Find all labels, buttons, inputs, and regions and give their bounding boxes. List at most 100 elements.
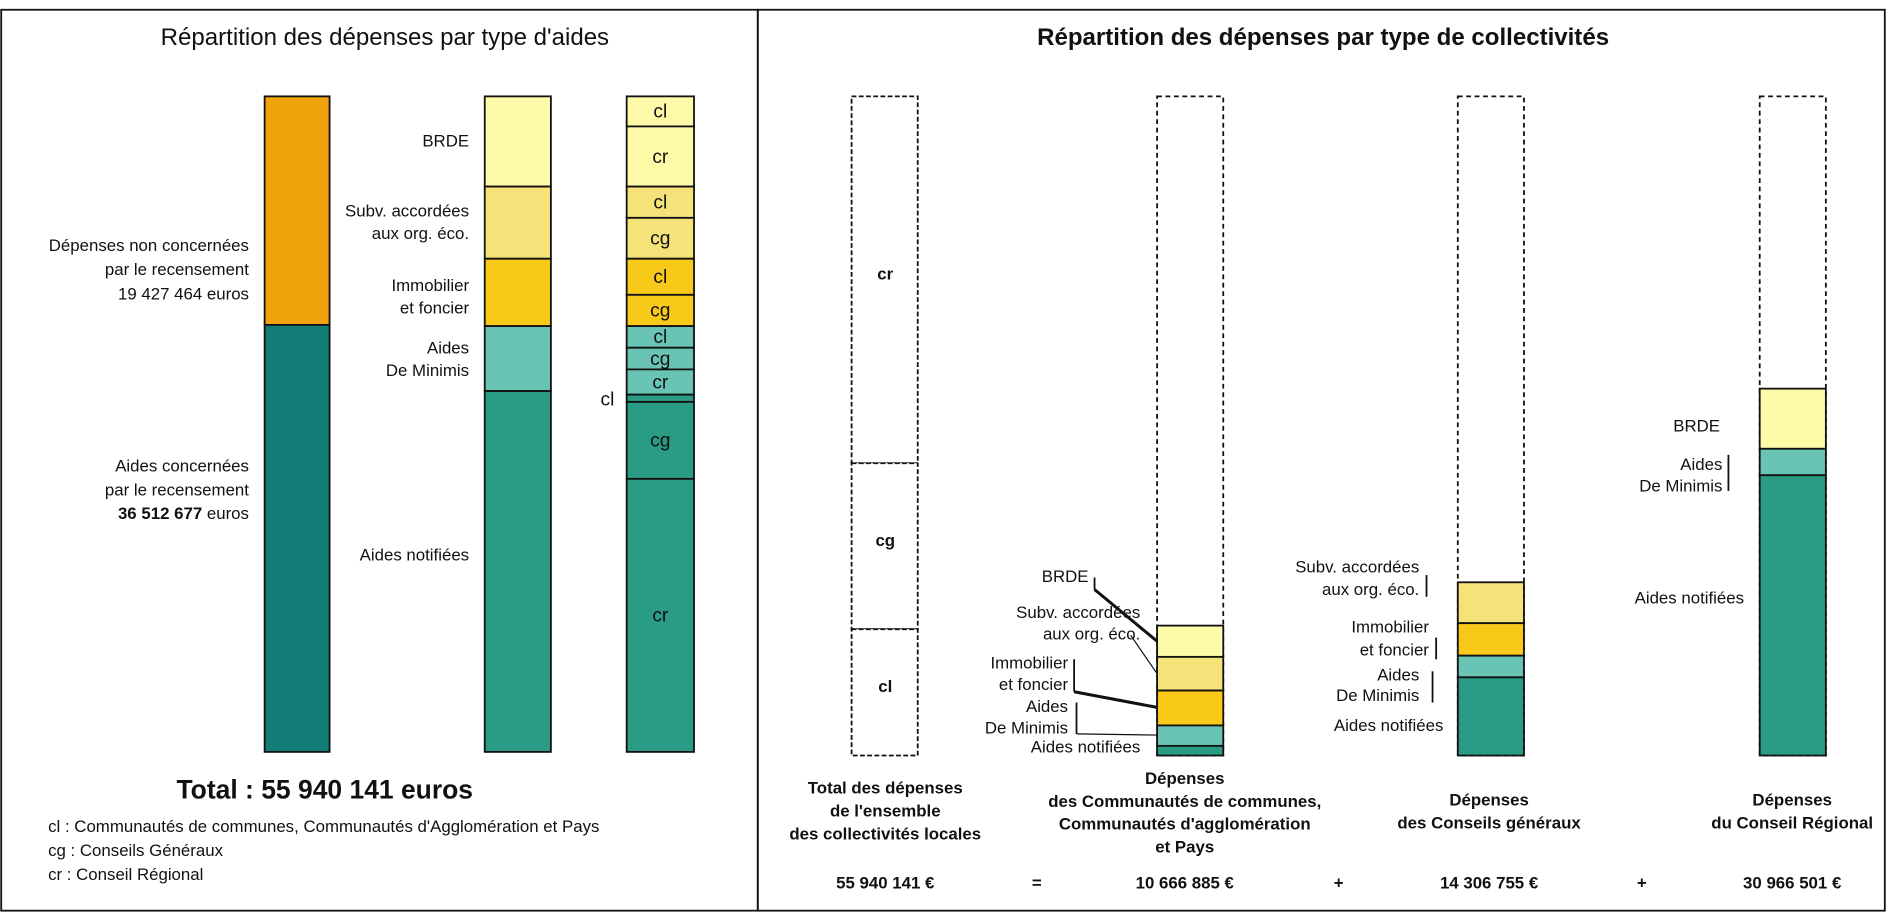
column-caption: Total des dépenses	[808, 779, 963, 798]
bar-segment	[1456, 676, 1525, 757]
column-amount: 14 306 755 €	[1440, 874, 1539, 893]
bar-segment	[483, 390, 552, 753]
type-label: Subv. accordées	[1295, 557, 1419, 576]
bar-segment	[1156, 655, 1225, 692]
bar-segment	[625, 216, 695, 260]
column-caption: des Communautés de communes,	[1048, 792, 1321, 811]
right-title: Répartition des dépenses par type de col…	[1037, 24, 1609, 51]
column-amount: 10 666 885 €	[1136, 874, 1235, 893]
legend-item: cg : Conseils Généraux	[48, 841, 223, 860]
code-label: cg	[650, 229, 670, 250]
type-label: De Minimis	[1336, 686, 1419, 705]
bar-segment	[1758, 387, 1827, 450]
column-caption: de l'ensemble	[830, 801, 941, 820]
type-label: Aides notifiées	[1334, 716, 1443, 735]
legend-item: cl : Communautés de communes, Communauté…	[48, 817, 599, 836]
bar-segment	[1456, 622, 1525, 657]
bar-segment	[625, 477, 695, 753]
column-caption: Dépenses	[1449, 791, 1529, 810]
bar-segment	[1156, 744, 1225, 757]
type-label: Immobilier	[990, 654, 1068, 673]
column-caption: des Conseils généraux	[1397, 814, 1581, 833]
label: par le recensement	[105, 480, 249, 499]
code-label: cg	[650, 431, 670, 452]
type-label: Aides notifiées	[1031, 738, 1140, 757]
bar-segment	[625, 400, 695, 480]
type-label: Aides	[1680, 455, 1722, 474]
bar-segment	[1758, 474, 1827, 757]
leader-line	[1130, 634, 1158, 675]
type-label: Aides	[1026, 697, 1068, 716]
leader-line	[1093, 588, 1159, 643]
bar-segment	[1156, 624, 1225, 658]
column-caption: Dépenses	[1752, 791, 1832, 810]
code-label: cl	[653, 192, 667, 213]
bar-segment	[625, 95, 695, 128]
label: Aides concernées	[115, 456, 249, 475]
type-label: aux org. éco.	[1322, 580, 1419, 599]
column-caption: des collectivités locales	[789, 824, 981, 843]
right-panel	[756, 8, 1886, 912]
label: par le recensement	[105, 260, 249, 279]
type-label: et foncier	[999, 675, 1069, 694]
bar-segment	[483, 95, 552, 188]
type-label: De Minimis	[985, 718, 1068, 737]
code-label: cg	[875, 531, 895, 550]
column-amount: 55 940 141 €	[836, 874, 935, 893]
type-label: Immobilier	[1351, 617, 1429, 636]
bar-segment	[1758, 447, 1827, 477]
column-caption: et Pays	[1155, 838, 1214, 857]
column-caption: du Conseil Régional	[1711, 814, 1873, 833]
code-label: cr	[652, 147, 669, 168]
code-label: cr	[877, 264, 893, 283]
type-label: BRDE	[422, 132, 469, 151]
code-label: cl	[878, 677, 892, 696]
bar-segment	[483, 325, 552, 392]
type-label: Aides	[1377, 666, 1419, 685]
column-caption: Dépenses	[1145, 769, 1225, 788]
type-label: et foncier	[400, 299, 470, 318]
operator: +	[1334, 874, 1344, 893]
total: Total : 55 940 141 euros	[176, 775, 473, 805]
type-label: BRDE	[1042, 567, 1089, 586]
bar-segment	[850, 462, 919, 631]
bar-segment	[263, 323, 331, 753]
code-label: cl	[600, 390, 614, 411]
bar-segment	[1456, 654, 1525, 679]
bar-segment	[850, 95, 919, 465]
code-label: cl	[653, 102, 667, 123]
code-label: cg	[650, 349, 670, 370]
code-label: cl	[653, 267, 667, 288]
bar-segment	[263, 95, 331, 326]
code-label: cr	[652, 372, 669, 393]
operator: +	[1637, 874, 1647, 893]
label: Dépenses non concernées	[49, 236, 249, 255]
type-label: Subv. accordées	[1016, 603, 1140, 622]
label: 19 427 464 euros	[118, 284, 249, 303]
type-label: Aides notifiées	[1635, 589, 1744, 608]
type-label: Subv. accordées	[345, 201, 469, 220]
left-title: Répartition des dépenses par type d'aide…	[161, 24, 609, 51]
legend-item: cr : Conseil Régional	[48, 865, 203, 884]
bar-segment	[625, 393, 695, 403]
bar-segment	[1156, 724, 1225, 747]
code-label: cg	[650, 301, 670, 322]
bar-segment	[483, 185, 552, 260]
label: 36 512 677 euros	[118, 504, 249, 523]
code-label: cr	[652, 606, 669, 627]
column-amount: 30 966 501 €	[1743, 874, 1842, 893]
bar-segment	[625, 185, 695, 219]
type-label: BRDE	[1673, 417, 1720, 436]
bar-segment	[625, 293, 695, 327]
column-caption: Communautés d'agglomération	[1059, 815, 1311, 834]
code-label: cl	[653, 327, 667, 348]
bar-segment	[850, 628, 919, 757]
bar-segment	[1456, 581, 1525, 625]
type-label: aux org. éco.	[372, 224, 469, 243]
type-label: De Minimis	[386, 361, 469, 380]
bar-segment	[1156, 689, 1225, 727]
type-label: Immobilier	[391, 276, 469, 295]
type-label: De Minimis	[1639, 477, 1722, 496]
leader-line	[1073, 690, 1158, 709]
